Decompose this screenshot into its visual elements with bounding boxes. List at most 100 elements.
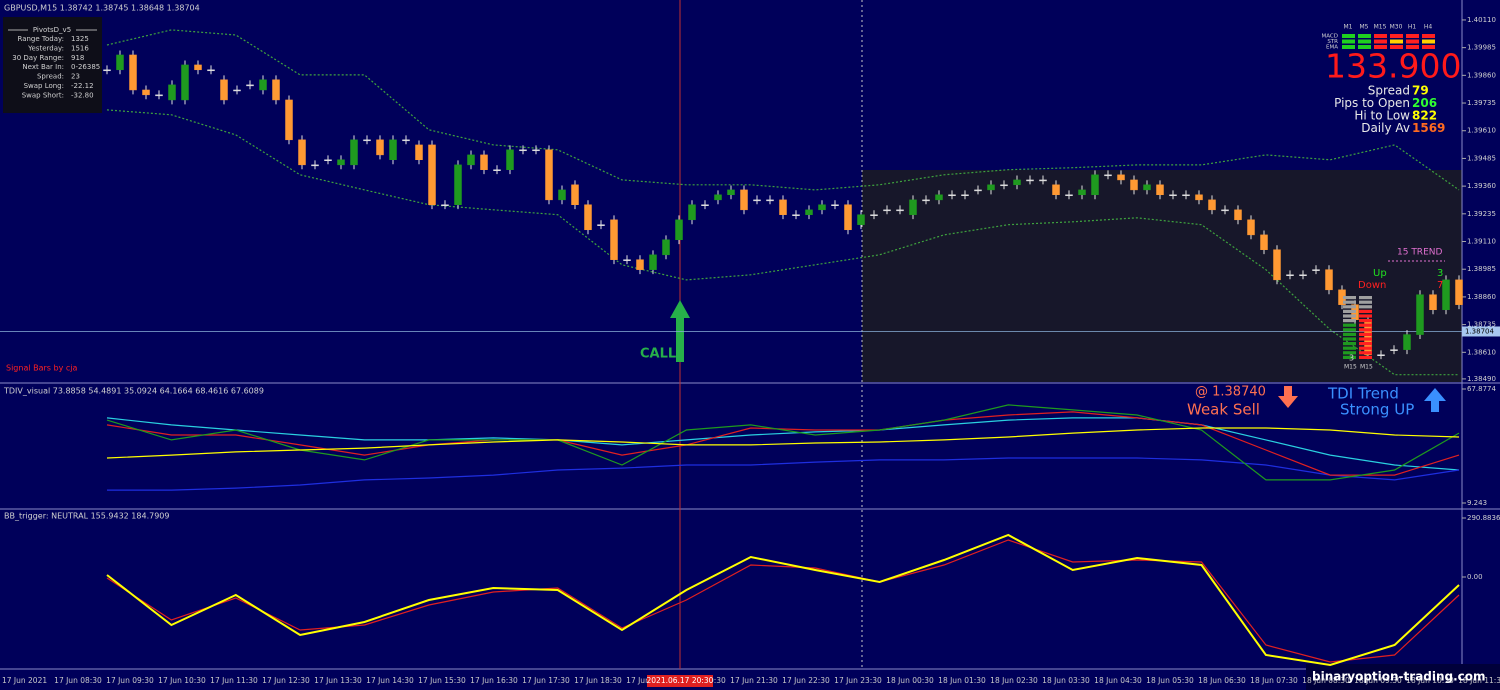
candle-body [428, 144, 436, 205]
candle-body [883, 209, 891, 212]
series-line [106, 427, 1460, 459]
candle-body [1442, 279, 1450, 311]
candle-body [285, 99, 293, 141]
candle-body [1234, 209, 1242, 221]
candle-body [1091, 174, 1099, 196]
candle-body [623, 259, 631, 261]
candle-body [129, 54, 137, 91]
signal-cell [1422, 45, 1435, 49]
candle-body [753, 199, 761, 202]
signal-cell [1342, 34, 1355, 38]
y-tick-label: 1.39985 [1467, 44, 1496, 52]
candle-body [506, 149, 514, 170]
session-box [862, 170, 1462, 382]
signal-bar [1343, 305, 1356, 309]
stat-value: 1569 [1412, 121, 1445, 135]
candle-body [116, 54, 124, 71]
big-value: 133.900 [1325, 47, 1461, 86]
series-line [107, 457, 1460, 491]
candle-body [1247, 219, 1255, 236]
signal-bar [1343, 309, 1356, 313]
candle-body [155, 94, 163, 97]
signal-bar [1359, 314, 1372, 318]
time-label: 18 Jun 06:30 [1198, 676, 1246, 685]
candle-body [1455, 279, 1463, 305]
candle-body [909, 199, 917, 215]
pivots-panel [3, 17, 102, 113]
time-label: 18 Jun 04:30 [1094, 676, 1142, 685]
candle-body [324, 159, 332, 162]
stat-label: Hi to Low [1354, 109, 1410, 123]
pivot-label: Yesterday: [27, 44, 64, 52]
candle-body [844, 204, 852, 231]
stat-value: 79 [1412, 84, 1429, 98]
candle-body [220, 79, 228, 101]
trend-label: 15 TREND [1397, 248, 1442, 258]
up-arrow [1424, 388, 1446, 412]
signal-bar [1343, 337, 1356, 341]
signal-cell [1374, 34, 1387, 38]
candle-body [714, 194, 722, 201]
candle-body [415, 144, 423, 161]
y-tick-label: 1.38860 [1467, 293, 1496, 301]
pivot-value: 0-26385 [71, 63, 100, 71]
candle-body [1013, 179, 1021, 186]
up-count: 3 [1437, 268, 1443, 279]
time-cursor: 2021.06.17 20:30 [647, 676, 714, 685]
y-tick-label: 1.39735 [1467, 99, 1496, 107]
tdi-strength: Strong UP [1340, 401, 1414, 419]
candle-body [896, 209, 904, 212]
candle-body [363, 139, 371, 142]
pivot-value: 918 [71, 54, 84, 62]
bar-count: 3 [1349, 354, 1354, 363]
candle-body [649, 254, 657, 270]
y-tick-label: 1.38985 [1467, 265, 1496, 273]
candle-body [597, 224, 605, 226]
time-label: 17 Jun 08:30 [54, 676, 102, 685]
pivot-label: Next Bar In: [22, 63, 64, 71]
signal-cell [1390, 39, 1403, 44]
signal-cell [1358, 39, 1371, 44]
time-label: 18 Jun 10:30 [1406, 676, 1454, 685]
candle-body [922, 199, 930, 202]
candle-body [1325, 269, 1333, 291]
overlay: 1.40110 1.39985 1.39860 1.39735 1.39610 1.394… [0, 16, 1500, 687]
signal-cell [1374, 45, 1387, 49]
bar-tf: M15 [1360, 364, 1373, 371]
candle-body [493, 169, 501, 171]
signal-bar [1359, 305, 1372, 309]
candle-body [181, 64, 189, 101]
timeframe-label: M30 [1390, 24, 1403, 31]
candle-body [857, 214, 865, 225]
signal-bar [1343, 355, 1356, 359]
series-line [106, 533, 1460, 667]
time-label: 18 Jun 08:30 [1302, 676, 1350, 685]
signal-bar [1343, 323, 1356, 327]
signal-bar [1343, 346, 1356, 350]
signal-bar [1343, 300, 1356, 304]
candle-body [1039, 179, 1047, 182]
y-tick-label: 67.8774 [1467, 385, 1496, 393]
candle-body [298, 139, 306, 166]
watermark: binaryoption-trading.com [1312, 670, 1486, 684]
signal-bar [1359, 309, 1372, 313]
indicator-label: MACD [1322, 34, 1339, 40]
price-tag-label: 1.38704 [1465, 327, 1494, 335]
candle-body [545, 149, 553, 201]
candle-body [1143, 184, 1151, 191]
candle-body [935, 194, 943, 201]
time-label: 18 Jun 00:30 [886, 676, 934, 685]
timeframe-label: M15 [1374, 24, 1387, 31]
indicator-label: EMA [1326, 45, 1338, 51]
panel-title: BB_trigger: NEUTRAL 155.9432 184.7909 [4, 512, 169, 521]
y-tick-label: 1.39610 [1467, 127, 1496, 135]
time-label: 18 Jun 05:30 [1146, 676, 1194, 685]
candle-body [558, 189, 566, 201]
candle-body [987, 184, 995, 191]
candle-body [233, 89, 241, 92]
timeframe-label: H4 [1424, 24, 1433, 31]
tdi-signal: Weak Sell [1187, 401, 1260, 419]
pivot-value: -22.12 [71, 82, 94, 90]
candle-body [467, 154, 475, 166]
